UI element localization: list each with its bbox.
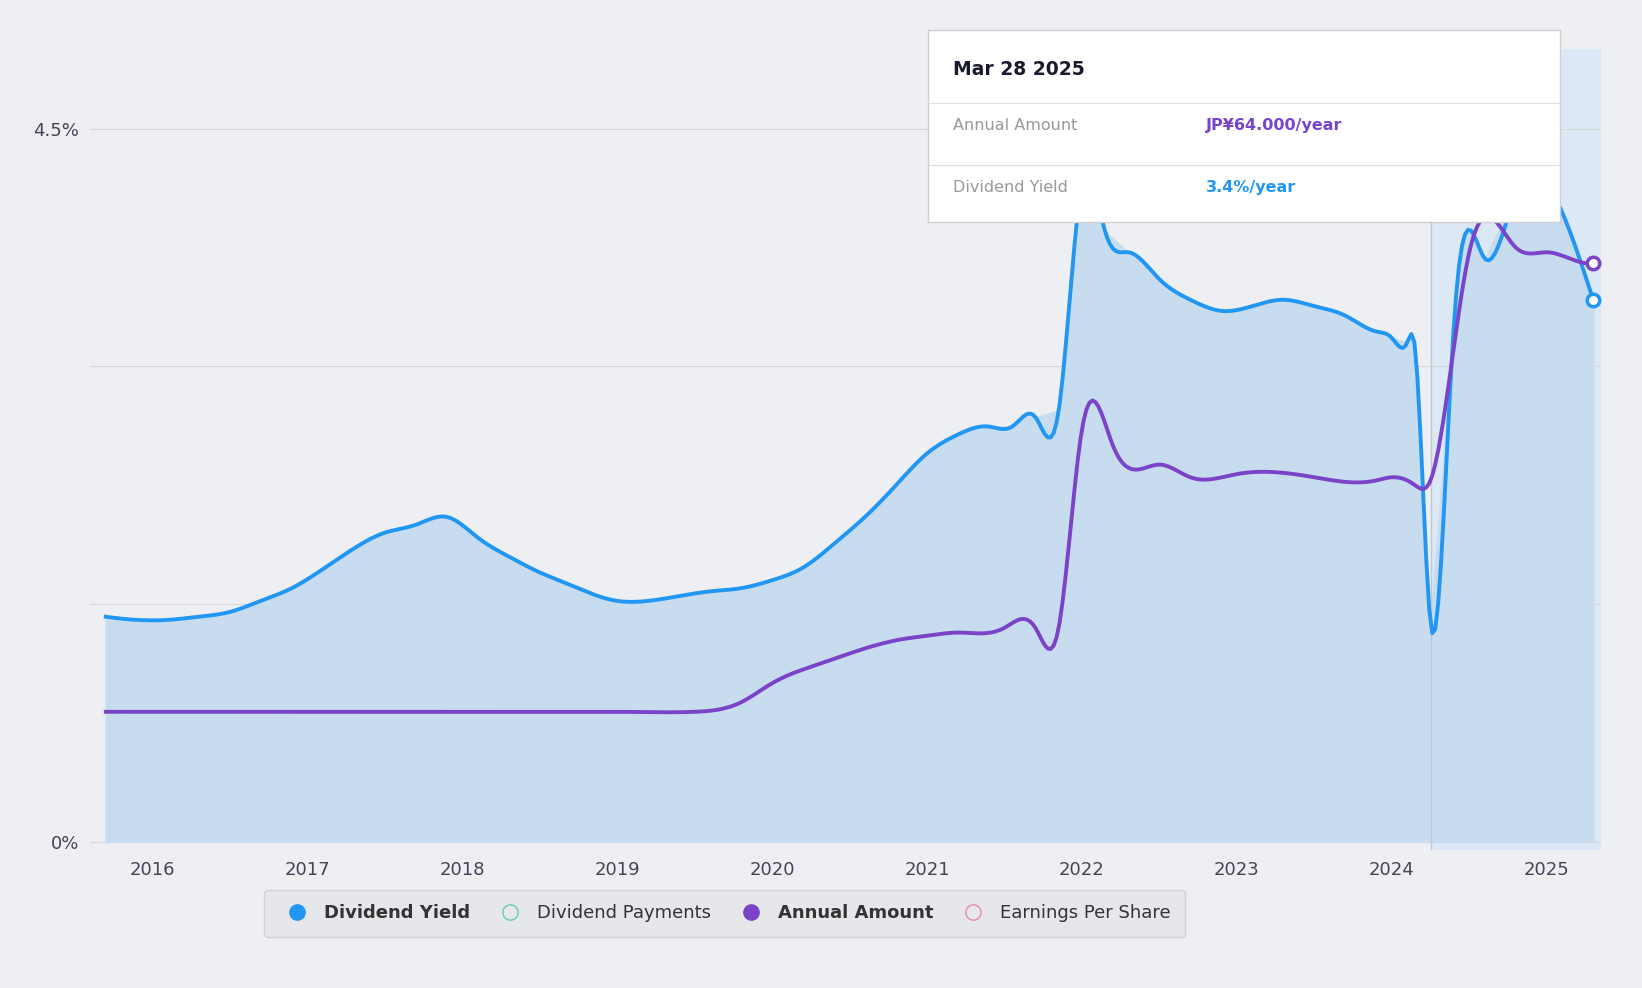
Text: Dividend Yield: Dividend Yield [952,180,1067,195]
Text: Annual Amount: Annual Amount [952,119,1077,133]
Text: Past: Past [1443,160,1481,178]
Text: JP¥64.000/year: JP¥64.000/year [1205,119,1343,133]
Text: 3.4%/year: 3.4%/year [1205,180,1296,195]
Text: Mar 28 2025: Mar 28 2025 [952,60,1085,79]
Legend: Dividend Yield, Dividend Payments, Annual Amount, Earnings Per Share: Dividend Yield, Dividend Payments, Annua… [264,890,1186,937]
Bar [1430,49,1601,850]
